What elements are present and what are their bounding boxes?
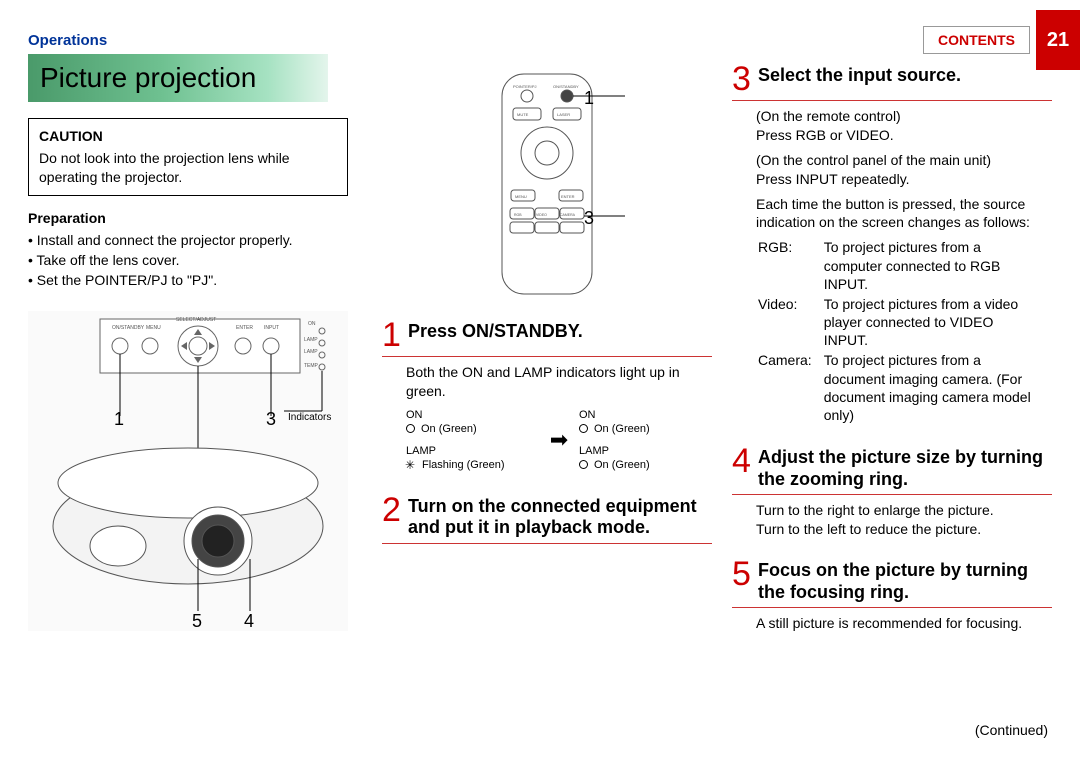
- step-number: 5: [732, 557, 752, 591]
- source-description: To project pictures from a video player …: [824, 295, 1050, 350]
- indicator-state: On (Green): [594, 423, 650, 435]
- source-label: Camera:: [758, 351, 822, 424]
- caution-text: Do not look into the projection lens whi…: [39, 149, 337, 187]
- svg-text:ON/STANDBY: ON/STANDBY: [553, 84, 579, 89]
- svg-text:ENTER: ENTER: [561, 194, 575, 199]
- indicator-icon: [579, 424, 588, 433]
- preparation-title: Preparation: [28, 210, 348, 226]
- step-number: 2: [382, 493, 402, 527]
- step-body: A still picture is recommended for focus…: [756, 614, 1052, 633]
- table-row: Camera: To project pictures from a docum…: [758, 351, 1050, 424]
- svg-text:RGB: RGB: [514, 213, 522, 217]
- step-title: Focus on the picture by turning the focu…: [758, 557, 1052, 603]
- caution-box: CAUTION Do not look into the projection …: [28, 118, 348, 196]
- svg-text:ON: ON: [308, 321, 316, 327]
- step-number: 3: [732, 62, 752, 96]
- divider: [382, 356, 712, 357]
- step-body: Each time the button is pressed, the sou…: [756, 195, 1052, 233]
- svg-text:CAMERA: CAMERA: [560, 213, 576, 217]
- page-number: 21: [1036, 10, 1080, 70]
- svg-text:POINTER/PJ: POINTER/PJ: [513, 84, 537, 89]
- source-label: Video:: [758, 295, 822, 350]
- list-item: Take off the lens cover.: [28, 250, 348, 270]
- remote-callout-3: 3: [584, 208, 594, 229]
- callout-5: 5: [192, 611, 202, 632]
- section-label: Operations: [28, 32, 107, 49]
- step-body: (On the remote control): [756, 107, 1052, 126]
- continued-label: (Continued): [975, 722, 1048, 738]
- callout-3: 3: [266, 409, 276, 430]
- source-table: RGB: To project pictures from a computer…: [756, 236, 1052, 426]
- contents-link[interactable]: CONTENTS: [923, 26, 1030, 54]
- svg-text:MENU: MENU: [146, 325, 161, 331]
- svg-text:TEMP: TEMP: [304, 363, 319, 369]
- lamp-label: LAMP: [406, 445, 539, 457]
- table-row: Video: To project pictures from a video …: [758, 295, 1050, 350]
- divider: [732, 607, 1052, 608]
- svg-text:ON/STANDBY: ON/STANDBY: [112, 325, 145, 331]
- source-description: To project pictures from a computer conn…: [824, 238, 1050, 293]
- on-label: ON: [579, 409, 712, 421]
- flashing-icon: [406, 460, 416, 470]
- step-body: Press INPUT repeatedly.: [756, 170, 1052, 189]
- divider: [732, 100, 1052, 101]
- remote-callout-1: 1: [584, 88, 594, 109]
- list-item: Install and connect the projector proper…: [28, 230, 348, 250]
- svg-text:INPUT: INPUT: [264, 325, 279, 331]
- svg-text:SELECT/ADJUST: SELECT/ADJUST: [176, 317, 216, 323]
- callout-1: 1: [114, 409, 124, 430]
- remote-diagram: POINTER/PJ ON/STANDBY MUTE LASER MENU EN…: [447, 68, 647, 308]
- step-title: Turn on the connected equipment and put …: [408, 493, 712, 539]
- source-label: RGB:: [758, 238, 822, 293]
- svg-text:LAMP: LAMP: [304, 337, 318, 343]
- indicator-status-diagram: ON On (Green) LAMP Flashing (Green) ➡ ON…: [406, 409, 712, 471]
- step-title: Adjust the picture size by turning the z…: [758, 444, 1052, 490]
- lamp-label: LAMP: [579, 445, 712, 457]
- indicator-state: On (Green): [594, 459, 650, 471]
- divider: [382, 543, 712, 544]
- callout-4: 4: [244, 611, 254, 632]
- indicator-icon: [406, 424, 415, 433]
- arrow-right-icon: ➡: [539, 427, 579, 453]
- list-item: Set the POINTER/PJ to "PJ".: [28, 270, 348, 290]
- step-body: Both the ON and LAMP indicators light up…: [406, 363, 712, 401]
- svg-text:LAMP: LAMP: [304, 349, 318, 355]
- indicator-state: On (Green): [421, 423, 477, 435]
- on-label: ON: [406, 409, 539, 421]
- preparation-list: Install and connect the projector proper…: [28, 230, 348, 291]
- step-body: Turn to the right to enlarge the picture…: [756, 501, 1052, 520]
- svg-text:VIDEO: VIDEO: [536, 213, 547, 217]
- step-title: Select the input source.: [758, 62, 961, 87]
- svg-text:MUTE: MUTE: [517, 112, 529, 117]
- table-row: RGB: To project pictures from a computer…: [758, 238, 1050, 293]
- step-body: Press RGB or VIDEO.: [756, 126, 1052, 145]
- indicator-state: Flashing (Green): [422, 459, 505, 471]
- indicator-icon: [579, 460, 588, 469]
- svg-text:ENTER: ENTER: [236, 325, 253, 331]
- page-title: Picture projection: [28, 54, 328, 102]
- step-number: 1: [382, 318, 402, 352]
- step-body: Turn to the left to reduce the picture.: [756, 520, 1052, 539]
- projector-diagram: ON/STANDBY MENU SELECT/ADJUST ENTER INPU…: [28, 311, 348, 631]
- svg-text:MENU: MENU: [515, 194, 527, 199]
- indicators-label: Indicators: [288, 412, 331, 423]
- caution-title: CAUTION: [39, 127, 337, 146]
- step-title: Press ON/STANDBY.: [408, 318, 583, 343]
- step-number: 4: [732, 444, 752, 478]
- svg-text:LASER: LASER: [557, 112, 570, 117]
- source-description: To project pictures from a document imag…: [824, 351, 1050, 424]
- divider: [732, 494, 1052, 495]
- step-body: (On the control panel of the main unit): [756, 151, 1052, 170]
